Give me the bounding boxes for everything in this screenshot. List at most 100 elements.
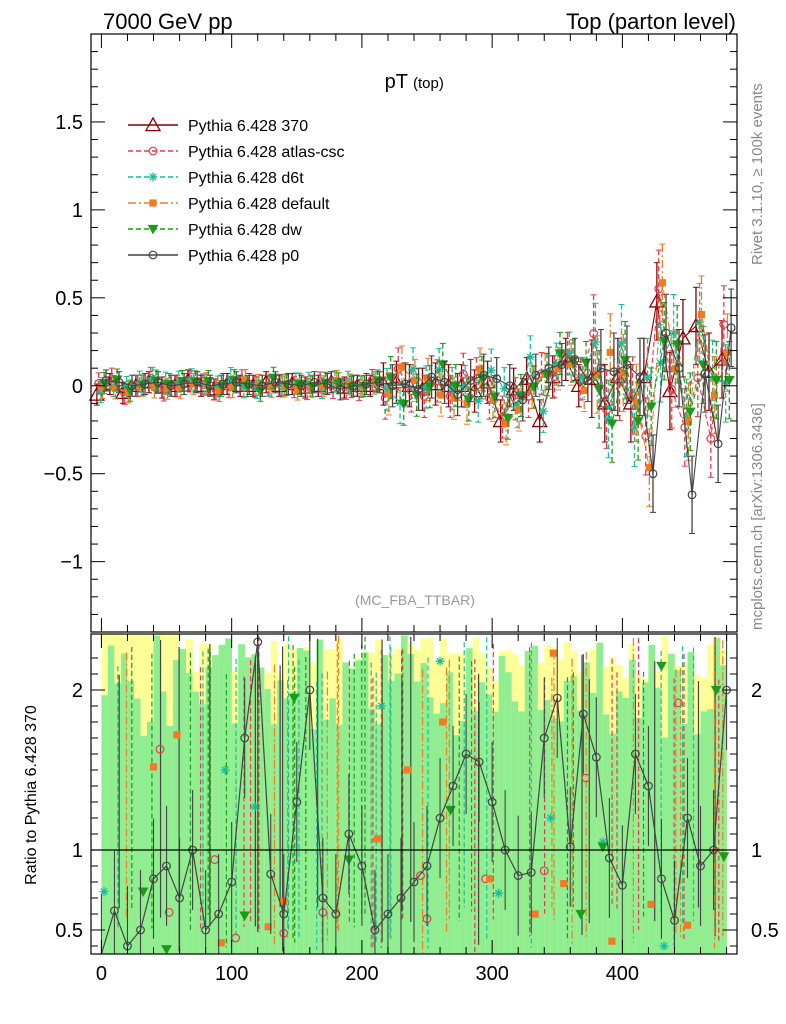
one-sigma-band: [459, 721, 467, 954]
data-point: [411, 376, 419, 385]
data-point: [473, 396, 483, 406]
ratio-p0-point: [448, 781, 458, 791]
data-point: [557, 360, 567, 370]
one-sigma-band: [433, 713, 441, 954]
one-sigma-band: [550, 718, 558, 954]
mcplots-label: mcplots.cern.ch [arXiv:1306.3436]: [749, 403, 766, 630]
data-point: [726, 323, 736, 333]
ratio-p0-point: [644, 781, 653, 791]
ratio-point: [99, 887, 109, 897]
data-point: [645, 402, 657, 413]
one-sigma-band: [309, 729, 317, 954]
y-tick-label: −1: [60, 552, 83, 574]
data-point: [114, 377, 124, 387]
ratio-point: [403, 766, 412, 774]
data-point: [635, 372, 645, 382]
ratio-p0-point: [578, 709, 588, 719]
ratio-p0-point: [201, 925, 211, 935]
data-point: [499, 384, 509, 394]
data-point: [291, 378, 301, 388]
data-point: [723, 376, 735, 386]
one-sigma-band: [140, 735, 148, 954]
data-point: [684, 417, 693, 426]
legend-label: Pythia 6.428 d6t: [188, 170, 304, 187]
one-sigma-band: [322, 719, 330, 954]
data-point: [213, 382, 223, 392]
data-point: [700, 369, 710, 378]
data-point: [192, 377, 202, 387]
data-point: [140, 379, 150, 389]
ratio-point: [718, 852, 730, 862]
legend-marker: [148, 172, 158, 182]
data-point: [593, 385, 605, 395]
data-point: [375, 377, 384, 387]
data-point: [643, 372, 653, 382]
data-point: [648, 469, 658, 479]
one-sigma-band: [492, 711, 499, 954]
legend-label: Pythia 6.428 p0: [188, 248, 299, 265]
plot-title-sub: (top): [413, 75, 444, 92]
one-sigma-band: [153, 635, 161, 954]
data-point: [682, 413, 692, 423]
data-point: [619, 369, 627, 377]
one-sigma-band: [700, 711, 708, 954]
ratio-p0-point: [357, 861, 367, 871]
ratio-ytick-labels: 2 2 1 1 0.5 0.5: [55, 680, 779, 942]
ratio-point: [220, 765, 230, 775]
data-point: [427, 372, 437, 382]
ratio-panel: 2 2 1 1 0.5 0.5 0 100 200 300 400 Ratio to Pythia…: [23, 633, 779, 985]
ratio-p0-point: [292, 797, 302, 807]
data-point: [309, 377, 319, 387]
ratio-p0-point: [175, 893, 184, 903]
data-point: [583, 376, 593, 385]
one-sigma-band: [400, 635, 408, 954]
ratio-p0-point: [617, 880, 627, 890]
one-sigma-band: [290, 691, 298, 954]
data-point: [630, 423, 639, 433]
data-point: [632, 417, 644, 427]
one-sigma-band: [342, 662, 350, 954]
data-point: [388, 381, 397, 391]
data-point: [166, 381, 176, 391]
data-point: [479, 370, 489, 380]
one-sigma-band: [414, 681, 421, 954]
ratio-y-tick-label: 2: [72, 680, 83, 702]
data-point: [684, 407, 696, 418]
ratio-point: [549, 649, 557, 657]
one-sigma-band: [244, 657, 252, 954]
ratio-point: [239, 911, 251, 922]
ratio-point: [435, 656, 445, 666]
one-sigma-band: [531, 645, 539, 954]
data-point: [294, 385, 302, 394]
data-point: [492, 374, 502, 384]
series-3-marks: [96, 282, 731, 467]
one-sigma-band: [133, 698, 141, 954]
data-point: [554, 365, 562, 373]
ratio-p0-point: [670, 915, 679, 925]
ratio-point: [575, 909, 587, 920]
one-sigma-band: [225, 638, 232, 954]
ratio-point: [608, 937, 616, 945]
data-point: [486, 365, 496, 375]
one-sigma-band: [537, 710, 545, 954]
ratio-p0-point: [513, 871, 523, 881]
analysis-label: (MC_FBA_TTBAR): [355, 592, 475, 608]
y-tick-label: 0: [72, 376, 83, 398]
legend-label: Pythia 6.428 370: [188, 118, 308, 135]
data-point: [296, 381, 306, 391]
data-point: [590, 337, 600, 347]
y-tick-label: 1: [72, 200, 83, 222]
data-point: [525, 352, 535, 362]
ratio-point: [581, 773, 591, 783]
one-sigma-band: [420, 663, 428, 954]
ratio-p0-point: [526, 867, 536, 877]
one-sigma-band: [485, 694, 493, 954]
data-point: [531, 412, 548, 428]
ratio-p0-point: [110, 906, 119, 916]
ratio-point: [656, 661, 667, 672]
legend-marker: [149, 199, 157, 207]
ratio-y-axis-label: Ratio to Pythia 6.428 370: [23, 705, 40, 885]
ratio-p0-point: [227, 877, 237, 887]
data-point: [450, 394, 458, 402]
